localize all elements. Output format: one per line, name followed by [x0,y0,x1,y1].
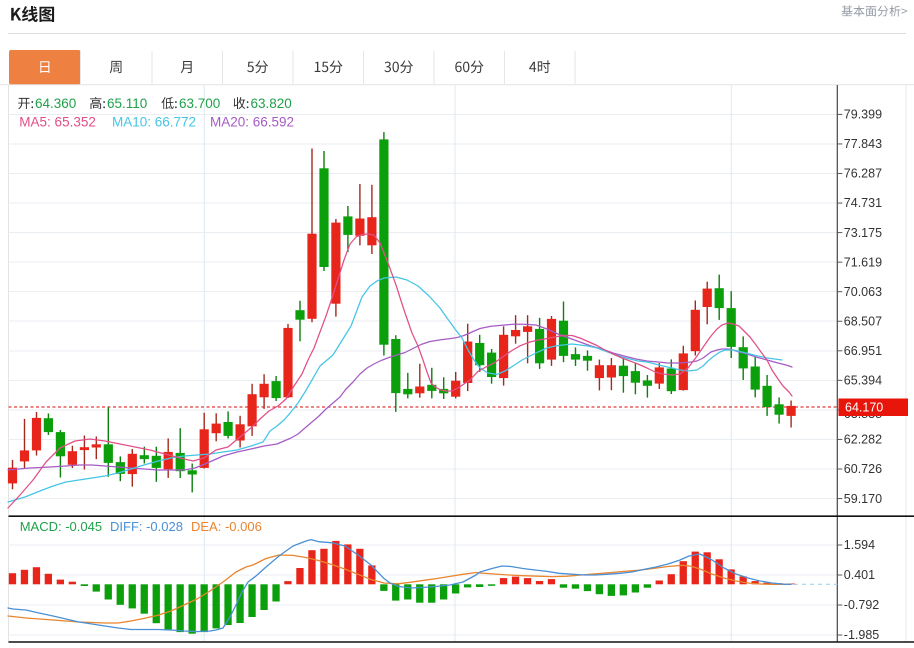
svg-text:60.726: 60.726 [844,462,882,476]
svg-text:DEA: -0.006: DEA: -0.006 [191,519,262,534]
svg-text:70.063: 70.063 [844,285,882,299]
svg-text:63.700: 63.700 [179,96,220,111]
svg-text:76.287: 76.287 [844,167,882,181]
svg-text:73.175: 73.175 [844,226,882,240]
svg-text:1.594: 1.594 [844,538,875,552]
svg-text:62.282: 62.282 [844,433,882,447]
svg-text:59.170: 59.170 [844,492,882,506]
svg-text:66.951: 66.951 [844,344,882,358]
svg-text:MA20: 66.592: MA20: 66.592 [210,115,294,130]
svg-text:79.399: 79.399 [844,108,882,122]
svg-text:MA5: 65.352: MA5: 65.352 [19,115,96,130]
svg-text:65.394: 65.394 [844,374,882,388]
svg-text:68.507: 68.507 [844,314,882,328]
svg-text:-1.985: -1.985 [844,628,879,642]
svg-text:-0.792: -0.792 [844,598,879,612]
svg-text:77.843: 77.843 [844,137,882,151]
svg-text:71.619: 71.619 [844,255,882,269]
svg-text:0.401: 0.401 [844,568,875,582]
svg-text:63.820: 63.820 [251,96,292,111]
svg-text:64.170: 64.170 [845,401,883,415]
svg-text:MACD: -0.045: MACD: -0.045 [20,519,102,534]
svg-text:DIFF: -0.028: DIFF: -0.028 [110,519,183,534]
svg-text:MA10: 66.772: MA10: 66.772 [112,115,196,130]
svg-text:74.731: 74.731 [844,196,882,210]
svg-text:65.110: 65.110 [107,96,147,111]
svg-text:64.360: 64.360 [35,96,76,111]
